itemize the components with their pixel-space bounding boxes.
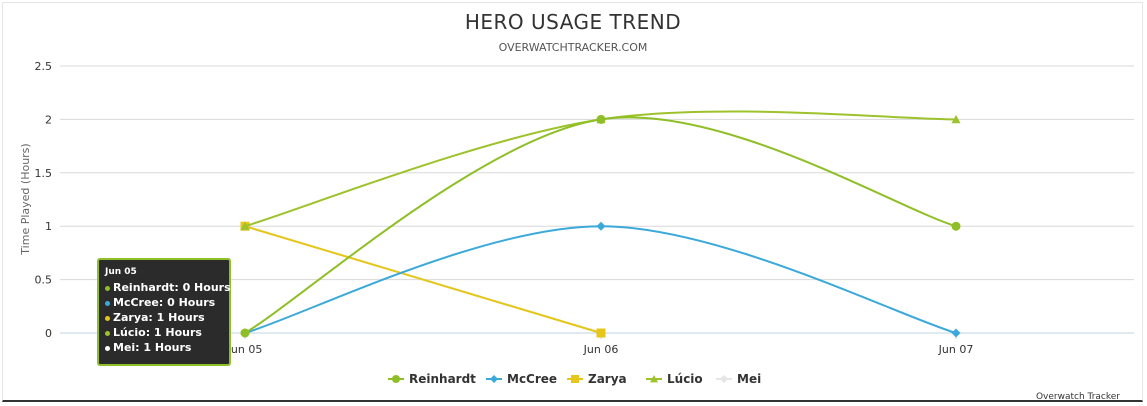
legend-label: Zarya (588, 372, 627, 386)
chart-credit: Overwatch Tracker (1036, 392, 1120, 402)
chart-tooltip: Jun 05 Reinhardt: 0 Hours McCree: 0 Hours… (97, 258, 231, 366)
tooltip-row: Mei: 1 Hours (105, 340, 223, 355)
series-line (244, 225, 602, 334)
tooltip-row: McCree: 0 Hours (105, 295, 223, 310)
series-reinhardt (240, 114, 961, 338)
tooltip-row-text: Reinhardt: 0 Hours (113, 281, 231, 294)
tooltip-row-text: McCree: 0 Hours (113, 296, 216, 309)
tooltip-row: Zarya: 1 Hours (105, 310, 223, 325)
legend-label: Mei (737, 372, 761, 386)
data-point (596, 328, 606, 338)
x-tick-label: Jun 07 (938, 343, 974, 356)
data-point (596, 114, 606, 124)
series-line (244, 110, 957, 228)
x-tick-label: Jun 05 (227, 343, 263, 356)
tooltip-rows: Reinhardt: 0 Hours McCree: 0 Hours Zarya: … (105, 280, 231, 355)
tooltip-title: Jun 05 (105, 267, 137, 277)
legend-symbol-marker (720, 375, 728, 383)
y-tick-label: 0.5 (35, 274, 53, 287)
y-axis-title: Time Played (Hours) (19, 143, 32, 255)
legend: Reinhardt McCree Zarya Lúcio Mei (388, 372, 761, 386)
tooltip-row-text: Mei: 1 Hours (113, 341, 192, 354)
data-point (240, 221, 250, 231)
data-point (951, 114, 961, 124)
legend-item[interactable]: Reinhardt (388, 372, 476, 386)
y-axis-ticks: 0 0.5 1 1.5 2 2.5 (35, 60, 53, 340)
data-point (951, 221, 961, 231)
legend-label: Lúcio (667, 372, 703, 386)
legend-symbol-marker (650, 375, 658, 383)
tooltip-dot-icon (105, 315, 110, 321)
legend-label: McCree (507, 372, 557, 386)
data-point (596, 221, 606, 231)
y-tick-label: 1 (45, 220, 52, 233)
legend-item[interactable]: McCree (486, 372, 557, 386)
y-tick-label: 0 (45, 327, 52, 340)
chart-title: HERO USAGE TREND (465, 10, 681, 34)
tooltip-row: Reinhardt: 0 Hours (105, 280, 231, 295)
legend-symbol-marker (392, 375, 400, 383)
tooltip-row-text: Zarya: 1 Hours (113, 311, 205, 324)
legend-symbol-marker (490, 375, 498, 383)
series-lines (240, 110, 961, 338)
tooltip-row: Lúcio: 1 Hours (105, 325, 223, 340)
tooltip-row-text: Lúcio: 1 Hours (113, 326, 202, 339)
legend-label: Reinhardt (409, 372, 476, 386)
data-point (951, 328, 961, 338)
y-tick-label: 2.5 (35, 60, 53, 73)
legend-item[interactable]: Zarya (567, 372, 627, 386)
legend-item[interactable]: Lúcio (646, 372, 703, 386)
x-axis-ticks: Jun 05 Jun 06 Jun 07 (227, 333, 974, 356)
legend-symbol-marker (571, 375, 579, 383)
tooltip-dot-icon (105, 330, 110, 336)
y-tick-label: 1.5 (35, 167, 53, 180)
x-tick-label: Jun 06 (583, 343, 619, 356)
y-tick-label: 2 (45, 113, 52, 126)
tooltip-dot-icon (105, 300, 110, 306)
data-point (240, 328, 250, 338)
tooltip-dot-icon (105, 285, 110, 291)
legend-item[interactable]: Mei (716, 372, 761, 386)
tooltip-dot-icon (105, 345, 110, 351)
chart-subtitle: OVERWATCHTRACKER.COM (499, 41, 648, 54)
series-l-cio (240, 110, 961, 231)
